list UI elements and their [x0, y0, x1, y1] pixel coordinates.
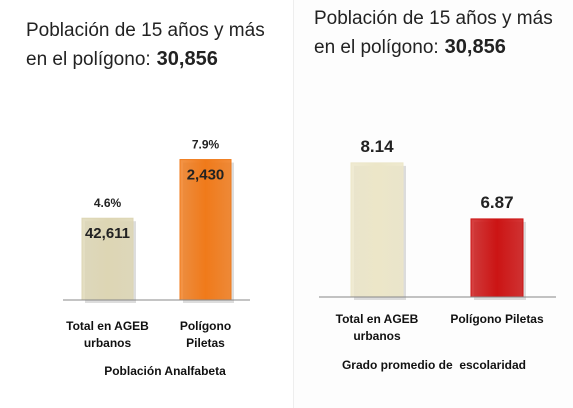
value-label: 7.9% — [192, 138, 220, 152]
x-tick-label: Total en AGEB urbanos — [66, 319, 149, 350]
title-value: 30,856 — [444, 36, 506, 58]
x-tick-label: Polígono Piletas — [179, 319, 232, 350]
title-value: 30,856 — [156, 48, 218, 70]
title-text: Población de 15 años y más en el polígon… — [26, 20, 265, 70]
chart: 8.14 6.87 — [319, 137, 556, 300]
panel: Población de 15 años y más en el polígon… — [26, 16, 276, 378]
value-label: 8.14 — [360, 137, 394, 156]
bar — [81, 217, 134, 301]
x-axis-label: Grado promedio de escolaridad — [341, 358, 527, 372]
bar — [470, 218, 524, 298]
value-label: 4.6% — [94, 196, 122, 210]
x-tick-label: Total en AGEB urbanos — [335, 312, 419, 343]
x-tick-label: Polígono Piletas — [450, 312, 544, 326]
title-text: Población de 15 años y más en el polígon… — [314, 8, 553, 58]
chart: 4.6% 42,611 7.9% 2,430 — [63, 138, 250, 303]
x-axis-label: Población Analfabeta — [104, 364, 226, 378]
bar — [350, 162, 404, 298]
value-label: 6.87 — [480, 193, 513, 212]
chart-title: Población de 15 años y más en el polígon… — [314, 4, 564, 62]
bar-label: 42,611 — [85, 225, 130, 242]
panel: Población de 15 años y más en el polígon… — [293, 0, 573, 408]
bar-label: 2,430 — [187, 167, 225, 184]
chart-title: Población de 15 años y más en el polígon… — [26, 16, 276, 74]
